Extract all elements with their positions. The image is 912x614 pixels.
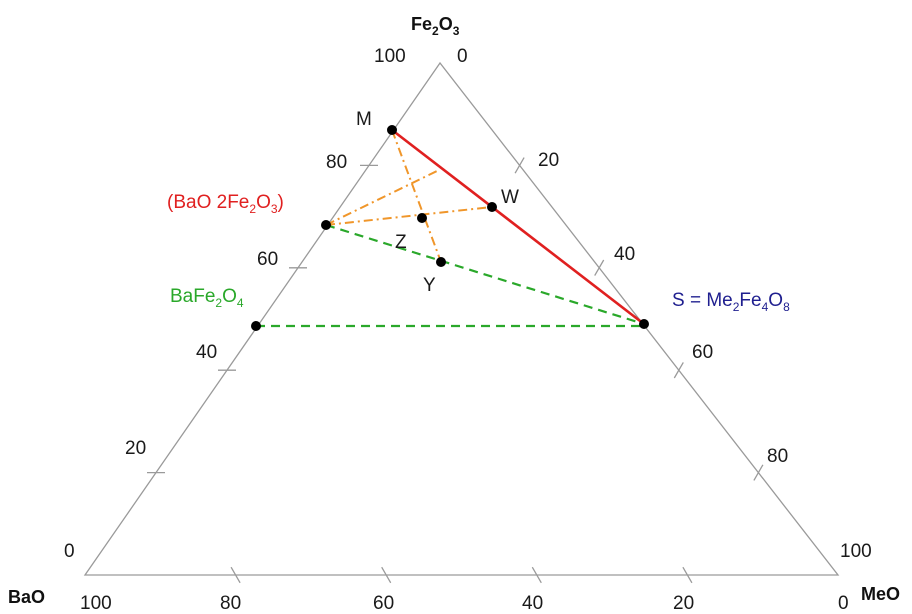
point-M [387, 125, 397, 135]
bottom-edge-tick-3 [381, 566, 392, 584]
bottom-edge-tick-2 [531, 566, 542, 584]
point-Y [436, 257, 446, 267]
point-label-M: M [356, 109, 372, 130]
tick-marks [147, 157, 764, 584]
bottom-tick-label-80: 80 [220, 593, 241, 614]
left-tick-label-20: 20 [125, 438, 146, 459]
point-label-Z: Z [395, 232, 407, 253]
vertex-label-right: MeO [861, 584, 900, 604]
left-tick-label-100: 100 [374, 46, 406, 67]
right-tick-label-40: 40 [614, 244, 635, 265]
green-tie-line-BaO2Fe2O3-S [325, 223, 645, 326]
vertex-label-top: Fe2O3 [411, 14, 460, 38]
right-tick-label-100: 100 [840, 541, 872, 562]
bottom-tick-label-40: 40 [522, 593, 543, 614]
left-tick-label-60: 60 [257, 249, 278, 270]
left-tick-label-40: 40 [196, 342, 217, 363]
point-BaO2Fe2O3 [321, 220, 331, 230]
right-edge-tick-4 [753, 464, 764, 481]
right-tick-label-0: 0 [457, 46, 468, 67]
point-label-Y: Y [423, 275, 436, 296]
right-edge-tick-2 [594, 259, 605, 276]
right-tick-label-60: 60 [692, 342, 713, 363]
bottom-tick-label-0: 0 [838, 593, 849, 614]
point-S [639, 319, 649, 329]
right-edge-tick-3 [673, 362, 684, 379]
point-Z [417, 213, 427, 223]
label-S-Me2Fe4O8: S = Me2Fe4O8 [672, 290, 790, 314]
label-BaFe2O4: BaFe2O4 [170, 286, 244, 310]
point-label-W: W [501, 187, 519, 208]
point-BaFe2O4 [251, 321, 261, 331]
left-tick-label-80: 80 [326, 152, 347, 173]
bottom-tick-label-20: 20 [673, 593, 694, 614]
orange-line-M-Y [391, 129, 442, 263]
orange-line-BaO2Fe2O3-upper [325, 170, 438, 226]
right-edge-tick-1 [514, 157, 525, 174]
bottom-tick-label-100: 100 [80, 593, 112, 614]
bottom-edge-tick-4 [230, 566, 241, 584]
red-tie-line-M-S [391, 128, 645, 326]
orange-line-BaO2Fe2O3-W [325, 206, 493, 226]
label-BaO-2Fe2O3: (BaO 2Fe2O3) [167, 192, 284, 216]
right-tick-label-20: 20 [538, 150, 559, 171]
bottom-tick-label-60: 60 [373, 593, 394, 614]
right-tick-label-80: 80 [767, 446, 788, 467]
vertex-label-left: BaO [8, 587, 45, 607]
triangle-frame [83, 61, 840, 576]
bottom-edge-tick-1 [682, 566, 693, 584]
point-W [487, 202, 497, 212]
left-tick-label-0: 0 [64, 541, 75, 562]
